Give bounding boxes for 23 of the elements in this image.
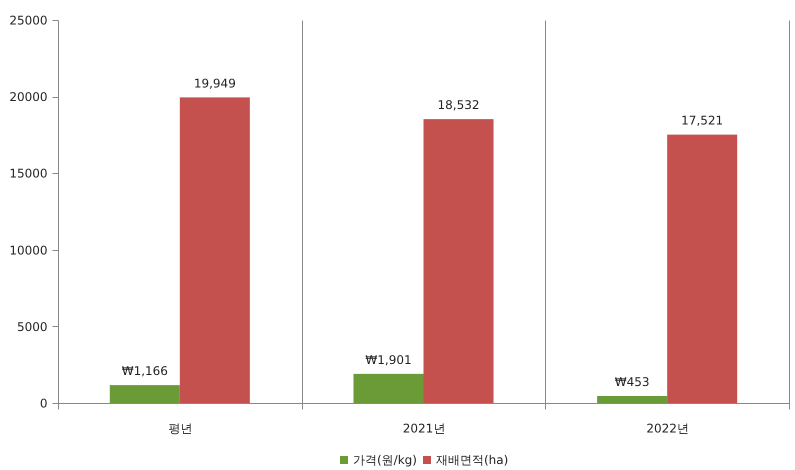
- bar: [597, 396, 668, 403]
- x-tick-label: 2021년: [402, 422, 446, 436]
- bar: [180, 97, 250, 403]
- data-label: 18,532: [438, 98, 480, 112]
- bar: [424, 119, 494, 403]
- data-label: 17,521: [681, 114, 724, 128]
- data-label: ₩1,901: [365, 352, 412, 367]
- x-tick-label: 2022년: [646, 422, 689, 436]
- x-tick-label: 평년: [168, 422, 192, 436]
- y-tick-label: 25000: [9, 14, 48, 28]
- legend-label: 재배면적(ha): [436, 453, 508, 467]
- y-tick-label: 10000: [9, 243, 48, 258]
- y-tick-label: 15000: [9, 166, 48, 181]
- bar: [353, 374, 424, 403]
- data-label: 19,949: [194, 76, 236, 90]
- bar: [110, 385, 180, 403]
- data-label: ₩453: [614, 375, 650, 390]
- data-label: ₩1,166: [122, 364, 168, 378]
- legend-label: 가격(원/kg): [353, 453, 417, 467]
- y-tick-label: 0: [40, 396, 48, 410]
- bar: [667, 134, 738, 403]
- y-tick-label: 20000: [9, 90, 48, 104]
- y-tick-label: 5000: [16, 320, 48, 334]
